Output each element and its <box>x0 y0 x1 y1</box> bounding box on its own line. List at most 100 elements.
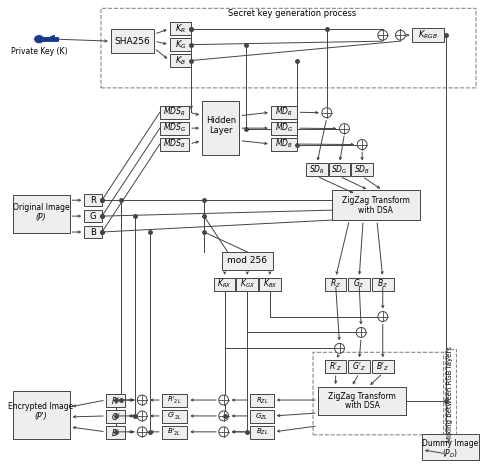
Text: with DSA: with DSA <box>344 402 380 411</box>
Circle shape <box>334 343 344 354</box>
Bar <box>222 252 273 270</box>
Bar <box>162 410 188 423</box>
Bar <box>444 349 456 444</box>
Text: $B_Z$: $B_Z$ <box>377 278 388 290</box>
Text: $K_{RGB}$: $K_{RGB}$ <box>418 29 438 42</box>
Bar <box>12 391 70 439</box>
Text: $B'_Z$: $B'_Z$ <box>376 361 390 373</box>
Text: (P): (P) <box>36 212 46 222</box>
Bar <box>271 106 297 118</box>
Bar <box>160 106 190 118</box>
Text: $R_Z$: $R_Z$ <box>330 278 341 290</box>
Bar <box>348 360 370 373</box>
Circle shape <box>378 30 388 40</box>
Bar <box>372 360 394 373</box>
Circle shape <box>396 30 406 40</box>
Text: $G'$: $G'$ <box>110 411 120 422</box>
Circle shape <box>219 427 228 437</box>
Bar <box>84 226 102 238</box>
Bar <box>412 28 444 42</box>
Bar <box>332 190 420 220</box>
Bar <box>202 101 239 155</box>
Bar <box>111 29 154 53</box>
Text: $MDS_G$: $MDS_G$ <box>163 122 186 135</box>
Bar <box>372 278 394 291</box>
Text: R: R <box>90 196 96 205</box>
Bar <box>348 278 370 291</box>
Text: Layer: Layer <box>209 126 233 135</box>
Text: $B'_{2L}$: $B'_{2L}$ <box>168 427 182 438</box>
Circle shape <box>378 312 388 321</box>
Bar <box>306 163 328 177</box>
Text: $R'$: $R'$ <box>111 395 120 406</box>
Bar <box>325 278 346 291</box>
Text: $G_{ZL}$: $G_{ZL}$ <box>256 411 268 421</box>
Bar <box>318 387 406 415</box>
Text: $K_R$: $K_R$ <box>175 23 186 35</box>
Circle shape <box>340 124 349 134</box>
Bar <box>84 210 102 222</box>
Bar <box>170 22 192 35</box>
Bar <box>236 278 258 291</box>
Bar <box>325 360 346 373</box>
Bar <box>422 434 479 460</box>
Text: with DSA: with DSA <box>358 206 394 215</box>
Text: Encrypted Image: Encrypted Image <box>8 403 74 412</box>
Bar <box>271 137 297 151</box>
Text: $(P_D)$: $(P_D)$ <box>442 447 458 460</box>
Text: $K_{GX}$: $K_{GX}$ <box>240 278 254 290</box>
Bar <box>106 426 126 439</box>
Text: $R_{ZL}$: $R_{ZL}$ <box>256 396 268 405</box>
Text: $SD_G$: $SD_G$ <box>331 164 348 176</box>
Bar <box>170 54 192 67</box>
Text: G: G <box>90 211 96 220</box>
Text: $R'_Z$: $R'_Z$ <box>329 361 342 373</box>
Text: $R'_{2L}$: $R'_{2L}$ <box>168 395 182 406</box>
Bar <box>162 394 188 407</box>
Text: $MDS_B$: $MDS_B$ <box>164 138 186 150</box>
Text: $K_B$: $K_B$ <box>175 54 186 67</box>
Circle shape <box>219 395 228 405</box>
Circle shape <box>138 395 147 405</box>
Text: $MD_R$: $MD_R$ <box>275 106 293 118</box>
Text: $MD_G$: $MD_G$ <box>275 122 293 135</box>
Bar <box>162 426 188 439</box>
Text: $MD_B$: $MD_B$ <box>275 138 293 150</box>
Bar <box>106 394 126 407</box>
Text: Original Image: Original Image <box>12 202 70 211</box>
Circle shape <box>357 140 367 150</box>
Bar <box>160 122 190 135</box>
Bar <box>12 195 70 233</box>
Bar <box>160 137 190 151</box>
Bar <box>352 163 373 177</box>
Text: $G'_{2L}$: $G'_{2L}$ <box>167 411 182 422</box>
Text: $G_Z$: $G_Z$ <box>354 278 365 290</box>
Text: Hidden: Hidden <box>206 116 236 125</box>
Circle shape <box>356 328 366 337</box>
Bar <box>250 426 274 439</box>
Text: SHA256: SHA256 <box>114 37 150 46</box>
Text: $G'_Z$: $G'_Z$ <box>352 361 366 373</box>
Text: B: B <box>90 228 96 236</box>
Bar <box>214 278 236 291</box>
Bar <box>170 38 192 51</box>
Text: (P'): (P') <box>34 413 48 421</box>
Bar <box>328 163 350 177</box>
Text: Secret key generation process: Secret key generation process <box>228 9 356 18</box>
Text: $K_{BX}$: $K_{BX}$ <box>262 278 277 290</box>
Ellipse shape <box>34 34 44 43</box>
Circle shape <box>322 108 332 118</box>
Text: ZigZag Transform: ZigZag Transform <box>342 196 410 205</box>
Text: $MDS_R$: $MDS_R$ <box>164 106 186 118</box>
Text: Private Key (K): Private Key (K) <box>11 47 68 56</box>
Text: $SD_R$: $SD_R$ <box>309 164 325 176</box>
Bar <box>250 410 274 423</box>
Text: mod 256: mod 256 <box>227 256 267 265</box>
Bar <box>259 278 280 291</box>
Text: Dummy Image: Dummy Image <box>422 439 478 448</box>
Text: $SD_B$: $SD_B$ <box>354 164 370 176</box>
Text: $K_{RX}$: $K_{RX}$ <box>218 278 232 290</box>
Circle shape <box>138 427 147 437</box>
Bar <box>271 122 297 135</box>
Circle shape <box>219 411 228 421</box>
